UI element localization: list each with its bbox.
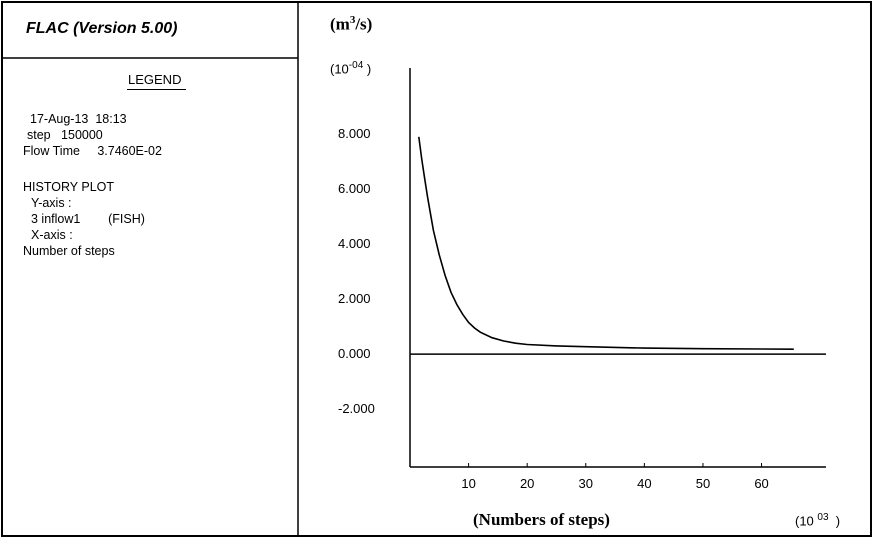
y-tick-label: 2.000 (338, 291, 371, 306)
y-mult-exponent: -04 (348, 60, 364, 71)
legend-x-axis-label: X-axis : (31, 228, 73, 242)
y-tick-label: 6.000 (338, 181, 371, 196)
x-tick-label: 20 (520, 476, 534, 491)
legend-underline (127, 89, 186, 90)
x-axis-multiplier: (10 03 ) (795, 512, 840, 528)
x-tick-label: 50 (696, 476, 710, 491)
legend-flow-time: Flow Time 3.7460E-02 (23, 144, 162, 158)
legend-history-plot: HISTORY PLOT (23, 180, 115, 194)
x-tick-label: 30 (579, 476, 593, 491)
x-mult-tail: ) (828, 513, 841, 529)
legend-step: step 150000 (27, 128, 103, 142)
x-tick-label: 60 (754, 476, 768, 491)
y-tick-label: 8.000 (338, 126, 371, 141)
y-unit-superscript: 3 (349, 14, 356, 26)
legend-title: LEGEND (128, 72, 182, 87)
legend-y-axis-entry: 3 inflow1 (FISH) (31, 212, 145, 226)
y-tick-label: 0.000 (338, 346, 371, 361)
y-unit-base: (m (330, 14, 350, 34)
y-axis-multiplier: (10-04 ) (330, 60, 371, 76)
y-mult-tail: ) (363, 61, 372, 77)
series-line (418, 136, 794, 350)
y-tick-label: -2.000 (338, 401, 375, 416)
legend-x-axis-entry: Number of steps (23, 244, 115, 258)
x-tick-label: 10 (461, 476, 475, 491)
legend-y-axis-label: Y-axis : (31, 196, 72, 210)
x-mult-base: (10 (795, 513, 818, 529)
y-axis-unit-label: (m3/s) (330, 14, 372, 35)
app-title: FLAC (Version 5.00) (26, 20, 178, 37)
legend-date: 17-Aug-13 18:13 (30, 112, 127, 126)
x-mult-exponent: 03 (817, 512, 829, 523)
x-tick-label: 40 (637, 476, 651, 491)
y-unit-tail: /s) (355, 14, 373, 34)
x-axis-title: (Numbers of steps) (473, 510, 610, 529)
y-mult-base: (10 (330, 61, 349, 77)
y-tick-label: 4.000 (338, 236, 371, 251)
